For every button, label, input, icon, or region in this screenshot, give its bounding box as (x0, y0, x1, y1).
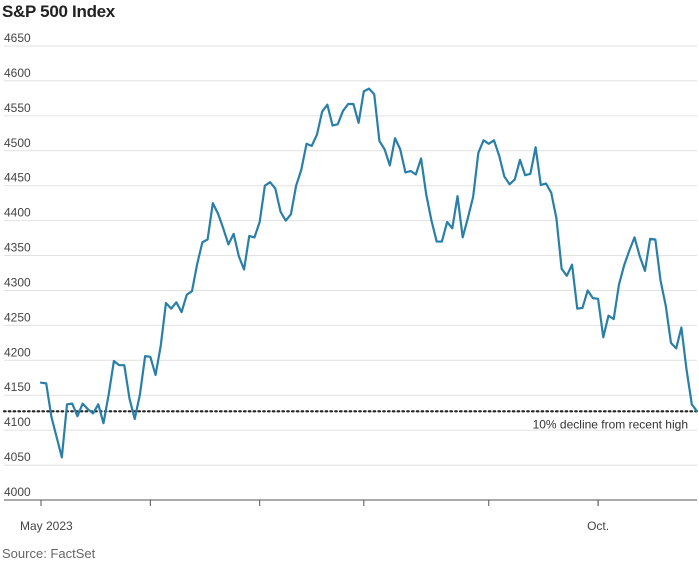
y-tick-label: 4100 (4, 415, 31, 429)
x-tick-label: May 2023 (20, 519, 73, 533)
series-group (39, 87, 699, 459)
y-tick-label: 4200 (4, 345, 31, 359)
y-tick-label: 4050 (4, 450, 31, 464)
y-tick-label: 4400 (4, 206, 31, 220)
series-line (39, 87, 699, 459)
y-tick-label: 4500 (4, 136, 31, 150)
y-axis: 4000 4050 4100 4150 4200 4250 4300 4350 4400 4450… (4, 31, 31, 499)
y-tick-label: 4150 (4, 380, 31, 394)
gridlines (4, 45, 697, 501)
y-tick-label: 4250 (4, 310, 31, 324)
y-tick-label: 4350 (4, 241, 31, 255)
x-axis: May 2023 Oct. (20, 500, 609, 533)
y-tick-label: 4450 (4, 171, 31, 185)
y-tick-label: 4000 (4, 485, 31, 499)
y-tick-label: 4600 (4, 66, 31, 80)
reference-line-group: 10% decline from recent high (2, 410, 699, 431)
chart-source: Source: FactSet (2, 546, 96, 561)
x-tick-label: Oct. (587, 519, 609, 533)
y-tick-label: 4650 (4, 31, 31, 45)
reference-line-label: 10% decline from recent high (533, 417, 688, 431)
chart-title: S&P 500 Index (2, 2, 115, 21)
y-tick-label: 4550 (4, 101, 31, 115)
y-tick-label: 4300 (4, 275, 31, 289)
